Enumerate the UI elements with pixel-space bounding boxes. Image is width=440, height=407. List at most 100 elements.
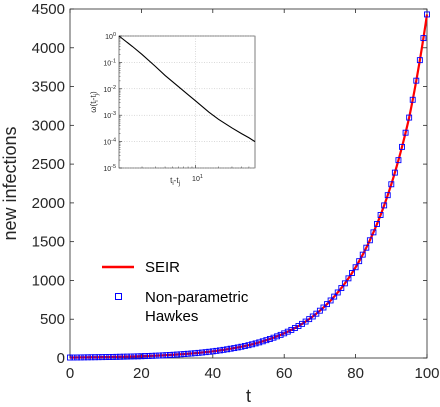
hawkes-marker (420, 35, 427, 42)
legend: SEIR Non-parametric Hawkes (102, 259, 249, 325)
x-tick-label: 80 (347, 365, 364, 382)
inset-y-axis-label: ω(ti-tj) (89, 91, 100, 113)
inset-y-tick-label: 10-4 (103, 138, 116, 147)
y-tick-label: 4500 (32, 1, 65, 18)
legend-swatch-hawkes (115, 293, 122, 300)
hawkes-marker (117, 353, 123, 360)
hawkes-marker (124, 353, 131, 360)
hawkes-marker (284, 328, 291, 335)
inset-kernel-curve (118, 35, 256, 143)
legend-label-seir: SEIR (145, 259, 180, 276)
hawkes-marker (416, 57, 423, 64)
hawkes-marker (238, 343, 245, 350)
hawkes-marker (102, 354, 109, 361)
hawkes-marker (191, 350, 198, 357)
y-tick-label: 3500 (32, 79, 65, 96)
hawkes-marker (345, 275, 352, 282)
hawkes-marker (270, 334, 277, 341)
hawkes-marker (402, 129, 409, 136)
hawkes-marker (106, 354, 113, 360)
hawkes-marker (366, 237, 373, 244)
hawkes-marker (334, 289, 341, 296)
hawkes-marker (167, 352, 173, 358)
y-tick-label: 500 (40, 311, 65, 328)
y-tick-label: 0 (57, 350, 65, 367)
hawkes-marker (74, 354, 81, 361)
y-tick-label: 1000 (32, 272, 65, 289)
hawkes-marker (202, 349, 209, 356)
hawkes-marker (313, 310, 320, 317)
hawkes-marker (184, 350, 191, 357)
hawkes-marker (409, 96, 416, 103)
hawkes-marker (352, 264, 359, 271)
hawkes-marker (406, 114, 413, 121)
inset-x-axis-label: ti-tj (170, 176, 180, 187)
inset-y-tick-label: 10-5 (103, 164, 116, 173)
inset-frame (118, 35, 256, 169)
hawkes-marker (341, 280, 348, 287)
y-tick-label: 2000 (32, 195, 65, 212)
x-tick-label: 40 (204, 365, 221, 382)
hawkes-marker (92, 354, 98, 361)
hawkes-marker (424, 11, 430, 18)
x-tick-label: 0 (66, 365, 74, 382)
inset-y-tick-label: 10-1 (103, 58, 116, 67)
y-tick-label: 3000 (32, 117, 65, 134)
hawkes-marker (349, 270, 355, 276)
hawkes-marker (99, 354, 106, 361)
hawkes-marker (177, 351, 184, 358)
hawkes-marker (391, 169, 398, 176)
hawkes-marker (324, 301, 330, 308)
hawkes-marker (241, 343, 248, 349)
hawkes-marker (188, 350, 195, 357)
hawkes-marker (127, 353, 134, 360)
y-tick-label: 1500 (32, 234, 65, 251)
hawkes-marker (134, 353, 141, 360)
hawkes-marker (174, 351, 181, 358)
hawkes-marker (109, 353, 116, 360)
hawkes-marker (70, 354, 77, 361)
hawkes-marker (252, 340, 259, 347)
hawkes-marker (249, 341, 256, 348)
hawkes-marker (138, 353, 145, 360)
hawkes-marker (227, 345, 234, 352)
hawkes-marker (399, 143, 405, 150)
hawkes-marker (152, 352, 159, 359)
hawkes-marker (281, 330, 288, 337)
hawkes-marker (231, 345, 238, 352)
hawkes-marker (170, 351, 177, 358)
hawkes-marker (77, 354, 84, 361)
hawkes-marker (370, 229, 377, 236)
hawkes-marker (338, 285, 345, 292)
x-axis-label: t (246, 386, 251, 406)
hawkes-marker (413, 77, 420, 84)
hawkes-marker (149, 352, 156, 359)
hawkes-marker (356, 258, 363, 265)
hawkes-marker (220, 346, 227, 353)
hawkes-marker (84, 354, 91, 361)
hawkes-marker (291, 325, 298, 331)
hawkes-marker (195, 349, 202, 356)
hawkes-marker (259, 338, 266, 345)
legend-label-hawkes: Non-parametric Hawkes (145, 289, 249, 325)
hawkes-marker (224, 346, 231, 353)
hawkes-marker (163, 352, 170, 359)
hawkes-marker (199, 349, 206, 356)
hawkes-marker (331, 293, 338, 300)
hawkes-marker (274, 333, 281, 340)
hawkes-marker (206, 348, 213, 355)
hawkes-marker (145, 353, 152, 359)
x-tick-label: 60 (276, 365, 293, 382)
x-tick-label: 100 (414, 365, 439, 382)
hawkes-marker (374, 220, 380, 227)
hawkes-marker (327, 297, 334, 304)
inset-y-tick-label: 100 (105, 32, 116, 41)
hawkes-marker (88, 354, 95, 361)
hawkes-marker (363, 244, 370, 251)
inset-chart: 100 10-1 10-2 10-3 10-4 10-5 101 ti-tj ω(ti-tj) (89, 32, 256, 187)
hawkes-marker (156, 352, 163, 359)
hawkes-marker (67, 354, 73, 361)
hawkes-marker (277, 331, 284, 338)
inset-y-tick-label: 10-2 (103, 85, 116, 94)
